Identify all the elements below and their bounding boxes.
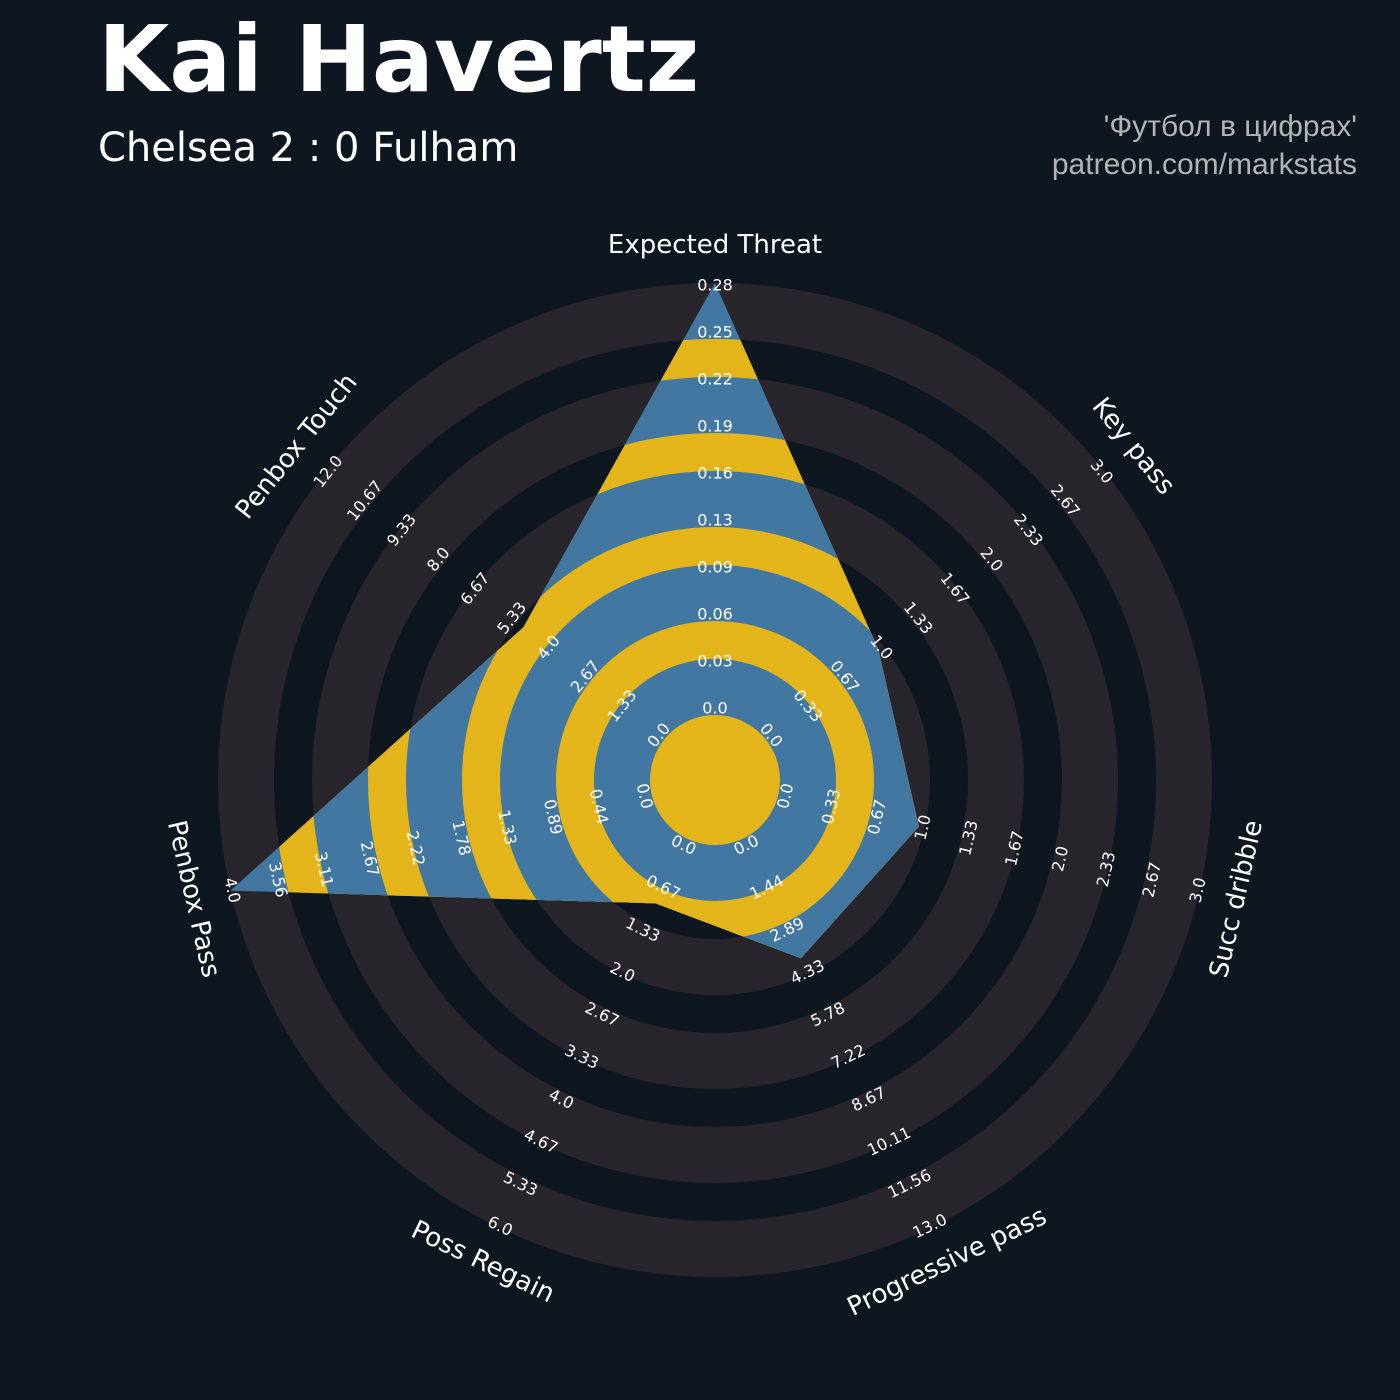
tick-label: 0.22 — [697, 370, 733, 389]
tick-label: 0.09 — [697, 558, 733, 577]
credit-line-1: 'Футбол в цифрах' — [1103, 110, 1357, 143]
polygon-center — [650, 715, 780, 845]
param-label: Penbox Pass — [161, 818, 226, 981]
tick-label: 0.13 — [697, 511, 733, 530]
tick-label: 0.25 — [697, 323, 733, 342]
credit-line-2: patreon.com/markstats — [1051, 148, 1357, 181]
chart-title: Kai Havertz — [98, 6, 700, 113]
tick-label: 0.06 — [697, 605, 733, 624]
tick-label: 0.03 — [697, 652, 733, 671]
tick-label: 0.28 — [697, 276, 733, 295]
tick-label: 0.19 — [697, 417, 733, 436]
chart-subtitle: Chelsea 2 : 0 Fulham — [98, 125, 519, 171]
tick-label: 0.0 — [702, 699, 727, 718]
tick-label: 0.16 — [697, 464, 733, 483]
param-label: Expected Threat — [608, 230, 822, 260]
param-label: Succ dribble — [1204, 817, 1269, 980]
